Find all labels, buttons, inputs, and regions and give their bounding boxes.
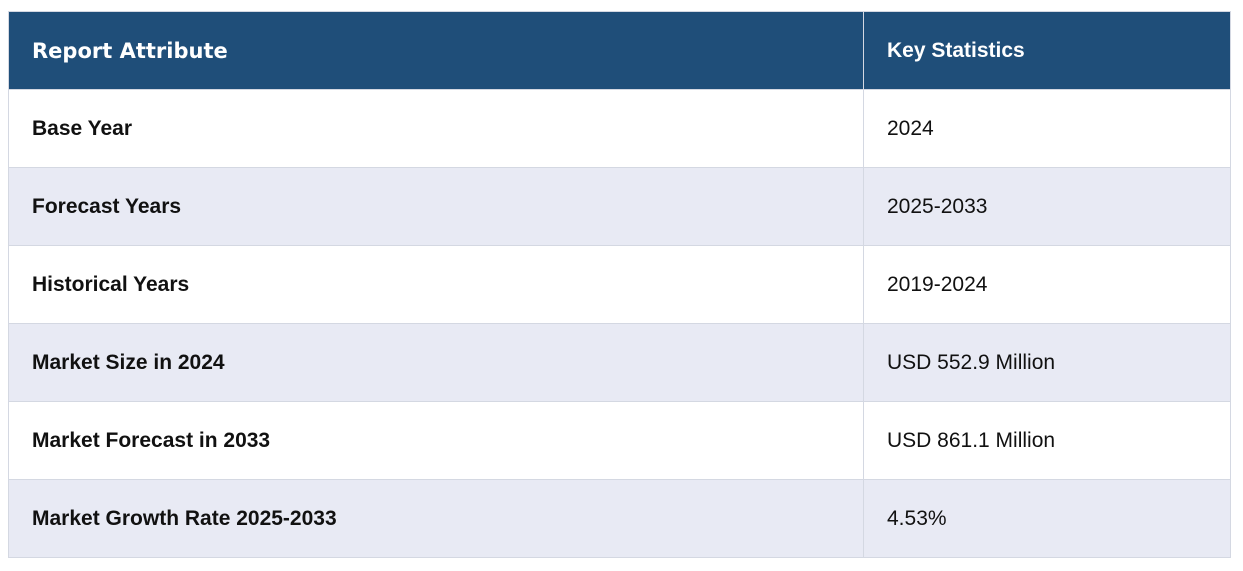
table-row: Historical Years 2019-2024 — [8, 245, 1231, 324]
row-value-cell: USD 861.1 Million — [863, 401, 1231, 480]
row-attribute-cell: Market Forecast in 2033 — [8, 401, 864, 480]
row-attribute-cell: Market Size in 2024 — [8, 323, 864, 402]
table-row: Base Year 2024 — [8, 89, 1231, 168]
row-attribute-cell: Market Growth Rate 2025-2033 — [8, 479, 864, 558]
table-row: Forecast Years 2025-2033 — [8, 167, 1231, 246]
row-attribute-cell: Forecast Years — [8, 167, 864, 246]
row-attribute-cell: Base Year — [8, 89, 864, 168]
row-attribute-cell: Historical Years — [8, 245, 864, 324]
table-row: Market Growth Rate 2025-2033 4.53% — [8, 479, 1231, 558]
table-body: Base Year 2024 Forecast Years 2025-2033 … — [8, 89, 1231, 558]
header-report-attribute: Report Attribute — [8, 11, 864, 90]
row-value-cell: 4.53% — [863, 479, 1231, 558]
row-value-cell: 2019-2024 — [863, 245, 1231, 324]
table-row: Market Size in 2024 USD 552.9 Million — [8, 323, 1231, 402]
table-header: Report Attribute Key Statistics — [8, 11, 1231, 90]
report-attributes-table: Report Attribute Key Statistics Base Yea… — [8, 11, 1231, 558]
row-value-cell: 2024 — [863, 89, 1231, 168]
header-key-statistics: Key Statistics — [863, 11, 1231, 90]
report-table-container: Report Attribute Key Statistics Base Yea… — [8, 11, 1231, 558]
row-value-cell: USD 552.9 Million — [863, 323, 1231, 402]
table-row: Market Forecast in 2033 USD 861.1 Millio… — [8, 401, 1231, 480]
header-row: Report Attribute Key Statistics — [8, 11, 1231, 90]
row-value-cell: 2025-2033 — [863, 167, 1231, 246]
